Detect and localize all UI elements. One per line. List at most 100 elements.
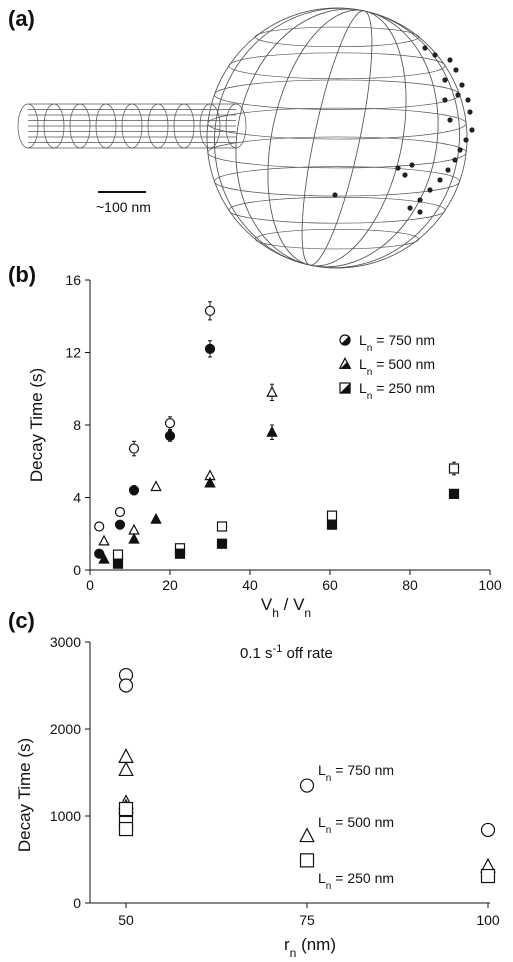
chart-b-ylabel: Decay Time (s) (27, 368, 46, 482)
chart-b-xtick-label: 40 (242, 577, 258, 593)
chart-b-point (128, 532, 140, 544)
chart-b-ytick-label: 12 (65, 345, 81, 361)
particle-dot (442, 97, 448, 103)
chart-c-point (118, 801, 134, 817)
chart-b-legend-label: Ln = 500 nm (359, 356, 435, 378)
chart-b-point (150, 512, 162, 524)
chart-b-legend-entry: Ln = 250 nm (339, 380, 435, 402)
scale-bar-label: ~100 nm (96, 199, 151, 215)
chart-b-point (164, 430, 176, 441)
chart-b-point (174, 548, 186, 559)
panel-b-label: (b) (8, 262, 36, 287)
particle-dot (395, 165, 401, 171)
tube-ring (69, 103, 91, 149)
sphere-latitude (254, 228, 420, 250)
tube-ring (95, 103, 117, 149)
particle-dot (465, 97, 471, 103)
chart-c-annotation: 0.1 s-1 off rate (240, 643, 333, 662)
chart-b-point (266, 425, 278, 437)
chart-c-ytick-label: 0 (73, 895, 81, 911)
particle-dot (409, 162, 415, 168)
chart-c-series-labels: Ln = 750 nm Ln = 500 nm Ln = 250 nm (318, 762, 394, 892)
chart-c-ytick-label: 3000 (50, 634, 81, 650)
chart-c-series-label: Ln = 250 nm (318, 870, 394, 892)
chart-b-point (128, 523, 140, 535)
particle-dot (417, 197, 423, 203)
chart-c-xlabel: rn (nm) (284, 935, 336, 960)
chart-b-point (266, 385, 278, 397)
particle-dot (402, 172, 408, 178)
chart-b-xtick-label: 80 (402, 577, 418, 593)
sphere-latitude (207, 107, 467, 140)
sphere-meridian (214, 7, 460, 269)
particle-dot (445, 167, 451, 173)
chart-c-series-label: Ln = 750 nm (318, 762, 394, 784)
panel-a-label: (a) (8, 6, 35, 31)
tube-ring (173, 103, 195, 149)
chart-b-point (204, 476, 216, 488)
nanotube-mesh (17, 103, 247, 149)
chart-b-legend-label: Ln = 750 nm (359, 332, 435, 354)
chart-b-marks (94, 301, 460, 569)
particle-dot (455, 92, 461, 98)
membrane-mesh-illustration: ~100 nm (17, 7, 475, 269)
vesicle-sphere-mesh (206, 7, 468, 269)
sphere-meridian (206, 7, 468, 269)
chart-b-ytick-label: 0 (73, 562, 81, 578)
sphere-meridian (214, 7, 460, 269)
chart-b-point (448, 463, 460, 474)
chart-c-ylabel: Decay Time (s) (15, 738, 34, 852)
chart-b-point (448, 488, 460, 499)
particle-dot (457, 147, 463, 153)
particle-dot (422, 45, 428, 51)
particle-dot (407, 205, 413, 211)
chart-b-point (326, 519, 338, 530)
particle-dot (452, 157, 458, 163)
particle-dot (417, 209, 423, 215)
chart-b-xtick-label: 100 (478, 577, 502, 593)
chart-b-legend-entry: Ln = 500 nm (338, 356, 435, 378)
sphere-latitude (207, 136, 467, 169)
chart-b-point (216, 538, 228, 549)
particle-dot (432, 52, 438, 58)
sphere-latitude (228, 52, 446, 80)
chart-c-xtick-label: 50 (118, 912, 134, 928)
chart-c-point (118, 821, 134, 837)
chart-c-ytick-label: 2000 (50, 721, 81, 737)
chart-c-axes (89, 642, 490, 904)
chart-c-xtick-label: 75 (299, 912, 315, 928)
chart-b-ytick-label: 4 (73, 490, 81, 506)
chart-b-point (164, 418, 176, 429)
particle-dot (459, 82, 465, 88)
chart-b-point (114, 506, 126, 518)
chart-b-point (150, 480, 162, 492)
particle-dot (437, 177, 443, 183)
chart-c-point (118, 748, 134, 763)
chart-b-point (326, 510, 338, 521)
sphere-meridian (235, 8, 439, 268)
chart-b-xlabel: Vh / Vn (261, 595, 311, 620)
sphere-meridian (235, 8, 439, 268)
sphere-latitude (254, 26, 420, 48)
chart-b-xtick-label: 0 (86, 577, 94, 593)
panel-c-label: (c) (8, 608, 35, 633)
tube-ring (17, 103, 39, 149)
particle-dot (469, 127, 475, 133)
chart-b-point (128, 443, 140, 454)
chart-b-point (204, 343, 216, 354)
chart-b-legend-label: Ln = 250 nm (359, 380, 435, 402)
sphere-latitude (228, 196, 446, 224)
particle-dot (463, 137, 469, 143)
chart-b-point (128, 485, 140, 496)
chart-b-point (98, 552, 110, 564)
chart-c-point (299, 853, 315, 868)
chart-b-point (112, 558, 124, 569)
chart-b-ytick-label: 16 (65, 272, 81, 288)
chart-b-ytick-label: 8 (73, 417, 81, 433)
particle-dot (442, 77, 448, 83)
tube-ring (121, 103, 143, 149)
chart-b-axes (89, 280, 490, 571)
